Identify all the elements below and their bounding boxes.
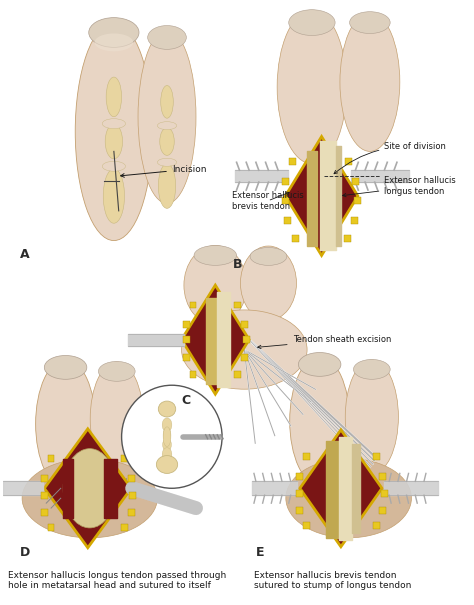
Ellipse shape xyxy=(182,310,307,389)
Bar xyxy=(129,492,136,499)
Ellipse shape xyxy=(156,456,178,474)
Bar xyxy=(284,217,291,224)
Ellipse shape xyxy=(157,122,177,129)
Bar xyxy=(234,301,241,309)
Bar xyxy=(283,197,289,204)
Bar xyxy=(352,178,359,185)
Bar xyxy=(354,197,361,204)
Bar xyxy=(345,158,352,165)
Ellipse shape xyxy=(157,159,177,166)
Bar xyxy=(351,217,358,224)
Bar xyxy=(379,473,386,480)
Ellipse shape xyxy=(148,25,186,50)
Ellipse shape xyxy=(354,359,390,379)
Bar xyxy=(48,455,55,462)
Text: Incision: Incision xyxy=(120,165,206,177)
Circle shape xyxy=(122,385,222,488)
Bar xyxy=(303,523,310,529)
Bar xyxy=(296,473,303,480)
Bar xyxy=(241,321,248,329)
Ellipse shape xyxy=(277,10,346,164)
Ellipse shape xyxy=(102,162,126,171)
Ellipse shape xyxy=(63,449,116,528)
Text: Extensor hallucis brevis tendon
sutured to stump of longus tendon: Extensor hallucis brevis tendon sutured … xyxy=(254,571,411,590)
Ellipse shape xyxy=(106,77,122,117)
Bar xyxy=(373,523,380,529)
Text: Extensor hallucis
longus tendon: Extensor hallucis longus tendon xyxy=(343,177,456,197)
Ellipse shape xyxy=(340,13,400,151)
Ellipse shape xyxy=(163,427,171,446)
Ellipse shape xyxy=(105,124,123,159)
Ellipse shape xyxy=(250,247,287,266)
Text: Extensor hallucis
brevis tendon: Extensor hallucis brevis tendon xyxy=(232,191,303,211)
Bar xyxy=(190,301,197,309)
Ellipse shape xyxy=(138,30,196,203)
Text: E: E xyxy=(256,546,264,558)
Polygon shape xyxy=(44,429,131,548)
Ellipse shape xyxy=(350,11,390,33)
Bar xyxy=(121,525,128,531)
Ellipse shape xyxy=(163,438,172,451)
Bar xyxy=(283,178,289,185)
Ellipse shape xyxy=(36,359,96,488)
Bar xyxy=(183,321,190,329)
Ellipse shape xyxy=(102,119,126,129)
Ellipse shape xyxy=(158,401,176,417)
Ellipse shape xyxy=(160,128,174,155)
Polygon shape xyxy=(300,430,382,547)
Ellipse shape xyxy=(158,164,176,208)
Bar xyxy=(190,371,197,378)
Bar xyxy=(296,490,303,497)
Text: Site of division: Site of division xyxy=(334,142,446,174)
Bar xyxy=(289,158,296,165)
Ellipse shape xyxy=(240,246,296,320)
Ellipse shape xyxy=(194,246,237,266)
Text: D: D xyxy=(20,546,30,558)
Ellipse shape xyxy=(99,361,135,381)
Bar xyxy=(41,509,48,515)
Bar xyxy=(183,336,190,343)
Ellipse shape xyxy=(299,353,341,376)
Bar xyxy=(128,475,135,482)
Bar xyxy=(128,509,135,515)
Bar xyxy=(241,354,248,361)
Ellipse shape xyxy=(75,22,153,241)
Ellipse shape xyxy=(286,459,411,538)
Polygon shape xyxy=(182,285,249,394)
Text: C: C xyxy=(182,394,191,407)
Bar xyxy=(243,336,250,343)
Bar xyxy=(234,371,241,378)
Bar xyxy=(41,492,48,499)
Ellipse shape xyxy=(44,356,87,379)
Ellipse shape xyxy=(184,246,246,325)
Polygon shape xyxy=(285,137,358,255)
Ellipse shape xyxy=(163,428,171,442)
Text: Extensor hallucis longus tendon passed through
hole in metatarsal head and sutur: Extensor hallucis longus tendon passed t… xyxy=(8,571,226,590)
Bar xyxy=(121,455,128,462)
Text: A: A xyxy=(20,249,30,261)
Bar xyxy=(373,453,380,460)
Ellipse shape xyxy=(162,448,172,462)
Bar xyxy=(379,506,386,514)
Text: B: B xyxy=(233,258,242,271)
Ellipse shape xyxy=(162,418,172,432)
Bar xyxy=(381,490,388,497)
Bar xyxy=(303,453,310,460)
Ellipse shape xyxy=(345,360,398,474)
Ellipse shape xyxy=(22,459,157,538)
Bar xyxy=(48,525,55,531)
Bar xyxy=(296,506,303,514)
Ellipse shape xyxy=(103,169,125,223)
Bar xyxy=(41,475,48,482)
Bar xyxy=(183,354,190,361)
Bar xyxy=(344,235,351,242)
Ellipse shape xyxy=(289,10,335,36)
Ellipse shape xyxy=(290,356,350,485)
Ellipse shape xyxy=(94,33,133,51)
Ellipse shape xyxy=(90,362,143,476)
Ellipse shape xyxy=(161,85,173,118)
Text: Tendon sheath excision: Tendon sheath excision xyxy=(258,335,391,348)
Bar xyxy=(292,235,299,242)
Ellipse shape xyxy=(89,18,139,47)
